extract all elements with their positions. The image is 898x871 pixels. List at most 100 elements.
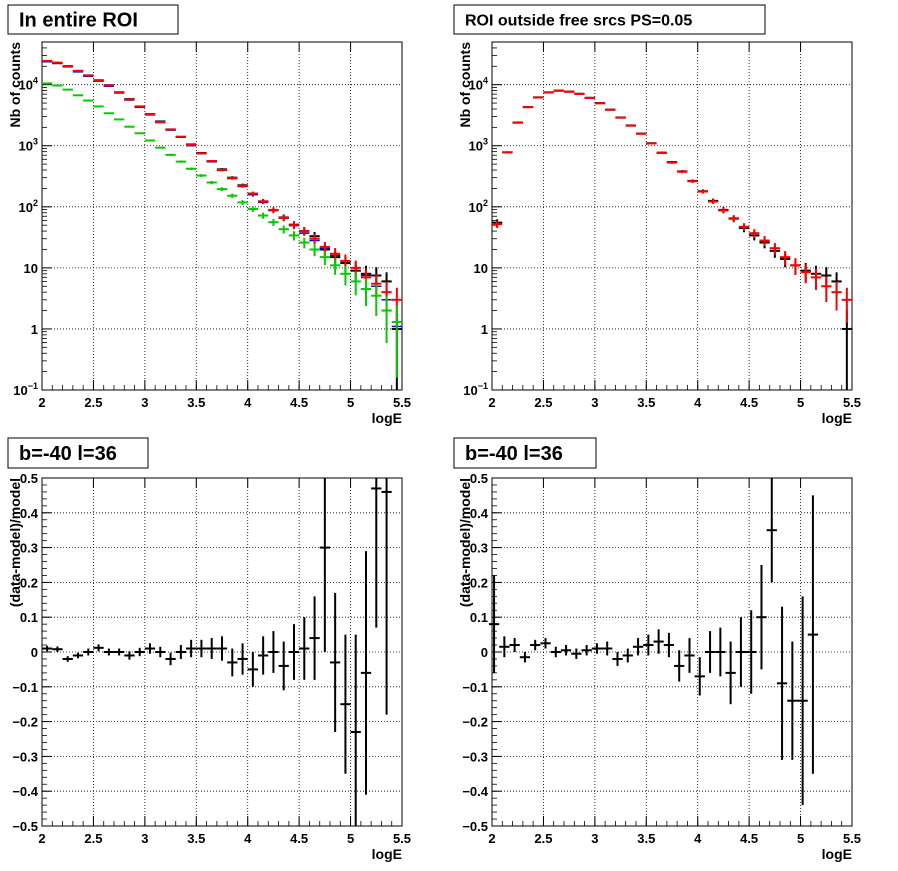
x-tick-label: 3.5 [187,395,205,410]
y-tick-label: −0.3 [12,749,38,764]
data-point [237,200,248,205]
data-point [258,212,269,219]
series-1 [42,478,392,826]
data-point [594,102,606,105]
data-point [499,636,510,658]
data-point [175,135,186,138]
data-point [165,153,176,156]
y-tick-label: 0.5 [20,471,38,486]
x-tick-label: 2 [38,831,45,846]
x-tick-label: 2.5 [84,395,102,410]
y-tick-label: 0.3 [470,541,488,556]
data-point [227,648,238,677]
data-point [841,310,852,390]
data-point [581,645,592,656]
data-point [124,125,135,128]
data-point [206,638,217,659]
data-point [728,215,739,222]
y-tick-label: 0.4 [20,506,39,521]
chart-title: ROI outside free srcs PS=0.05 [465,12,692,29]
data-point [216,636,228,661]
x-tick-label: 3 [591,831,598,846]
chart-title: In entire ROI [19,10,138,32]
data-point [268,218,279,226]
data-point [591,643,603,654]
x-tick-label: 4 [694,395,702,410]
x-tick-label: 5 [797,831,804,846]
data-point [134,105,145,108]
data-point [288,231,300,241]
data-point [807,495,819,774]
y-tick-label: 103 [469,137,488,154]
series-2 [492,89,852,323]
x-axis-label: logE [822,410,852,426]
data-point [52,84,63,87]
data-point [186,639,197,658]
data-point [227,176,238,180]
data-point [247,206,258,212]
data-point [278,225,289,234]
data-point [330,258,341,275]
data-point [309,596,320,680]
x-tick-label: 2 [488,831,495,846]
data-point [797,596,808,806]
data-point [790,258,801,275]
data-point [766,478,777,583]
y-tick-label: 0 [481,645,488,660]
data-point [530,639,541,651]
data-point [350,634,361,826]
data-point [103,112,114,115]
y-tick-label: −0.2 [462,715,488,730]
x-axis-label: logE [372,410,402,426]
data-point [165,128,176,131]
y-tick-label: −0.3 [462,749,488,764]
data-point [237,184,248,188]
data-point [83,99,94,102]
y-tick-label: −0.1 [12,680,38,695]
x-tick-label: 4 [244,831,252,846]
data-point [144,139,156,142]
data-point [687,179,698,183]
data-point [144,643,156,654]
data-point [735,617,747,687]
y-axis-label: Nb of counts [7,42,23,128]
data-point [186,167,197,171]
data-point [381,296,392,344]
data-point [787,641,798,760]
x-tick-label: 2.5 [84,831,102,846]
title-box [453,437,597,469]
data-point [776,606,788,760]
chart-panel-1: 2 2.5 3 3.5 4 4.5 5 5.5 10−1 1 10 102 103 104 logE Nb o… [7,4,411,426]
y-tick-label: −0.5 [462,819,488,834]
data-point [738,223,750,232]
data-point [247,191,258,196]
series-1 [492,89,852,390]
x-tick-label: 3.5 [637,831,655,846]
data-point [134,132,145,135]
x-tick-label: 5.5 [843,831,861,846]
x-axis-label: logE [372,846,402,862]
data-point [340,634,351,774]
y-tick-label: 10−1 [13,381,38,398]
data-point [643,634,654,656]
data-point [258,636,269,675]
data-point [602,641,613,656]
y-tick-label: 0.2 [20,575,38,590]
y-axis-label: Nb of counts [457,42,473,128]
data-point [612,652,623,666]
data-point [62,656,73,662]
x-tick-label: 4.5 [740,395,758,410]
series-2 [42,61,402,328]
data-point [571,648,582,659]
chart-title: b=-40 l=36 [465,443,563,465]
y-tick-label: 1 [481,322,488,337]
series-1 [42,60,402,390]
data-point [165,652,176,666]
series-3 [42,59,402,323]
series-4 [42,82,402,378]
data-point [684,638,695,673]
data-point [715,627,726,677]
data-point [371,478,382,628]
data-point [155,146,166,149]
